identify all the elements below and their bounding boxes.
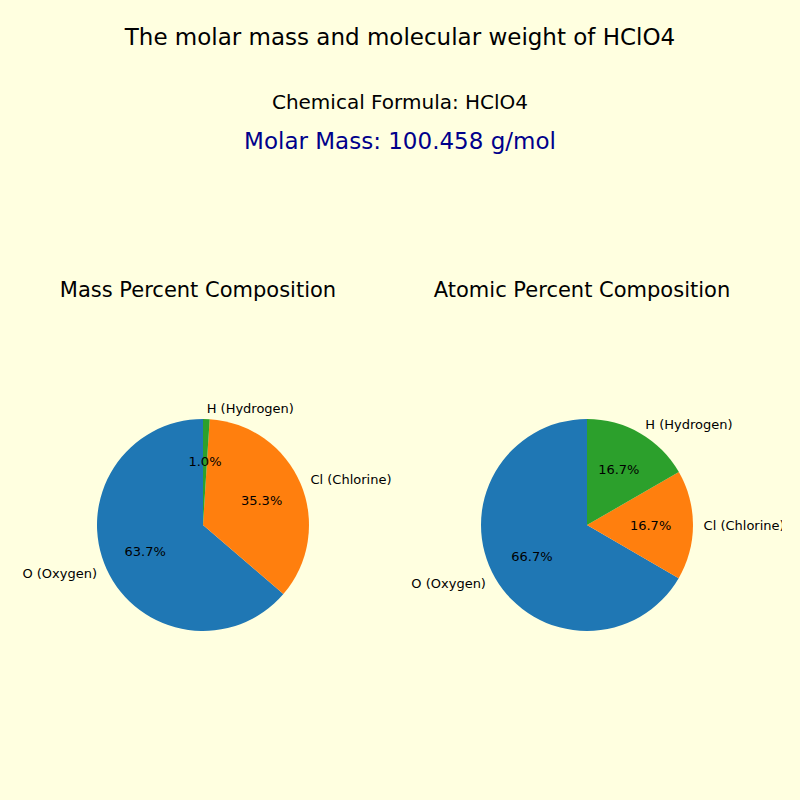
html-text:Molar Mass: 100.458 g/mol: Molar Mass: 100.458 g/mol <box>244 128 556 154</box>
svg-text:16.7%: 16.7% <box>630 518 671 533</box>
html-text:The molar mass and molecular w: The molar mass and molecular weight of H… <box>124 24 676 50</box>
svg-text:O (Oxygen): O (Oxygen) <box>22 566 97 581</box>
svg-text:1.0%: 1.0% <box>188 454 221 469</box>
svg-text:H (Hydrogen): H (Hydrogen) <box>645 417 732 432</box>
html-text:Chemical Formula: HClO4: Chemical Formula: HClO4 <box>271 90 529 114</box>
svg-text:H (Hydrogen): H (Hydrogen) <box>207 401 294 416</box>
svg-text:O (Oxygen): O (Oxygen) <box>411 576 486 591</box>
svg-text:16.7%: 16.7% <box>598 462 639 477</box>
svg-text:Cl (Chlorine): Cl (Chlorine) <box>310 472 391 487</box>
svg-text:Cl (Chlorine): Cl (Chlorine) <box>704 518 782 533</box>
html-text:Mass Percent Composition: Mass Percent Composition <box>59 278 337 302</box>
svg-text:66.7%: 66.7% <box>511 549 552 564</box>
svg-text:35.3%: 35.3% <box>241 493 282 508</box>
html-text:Atomic Percent Composition: Atomic Percent Composition <box>433 278 731 302</box>
svg-text:63.7%: 63.7% <box>125 544 166 559</box>
